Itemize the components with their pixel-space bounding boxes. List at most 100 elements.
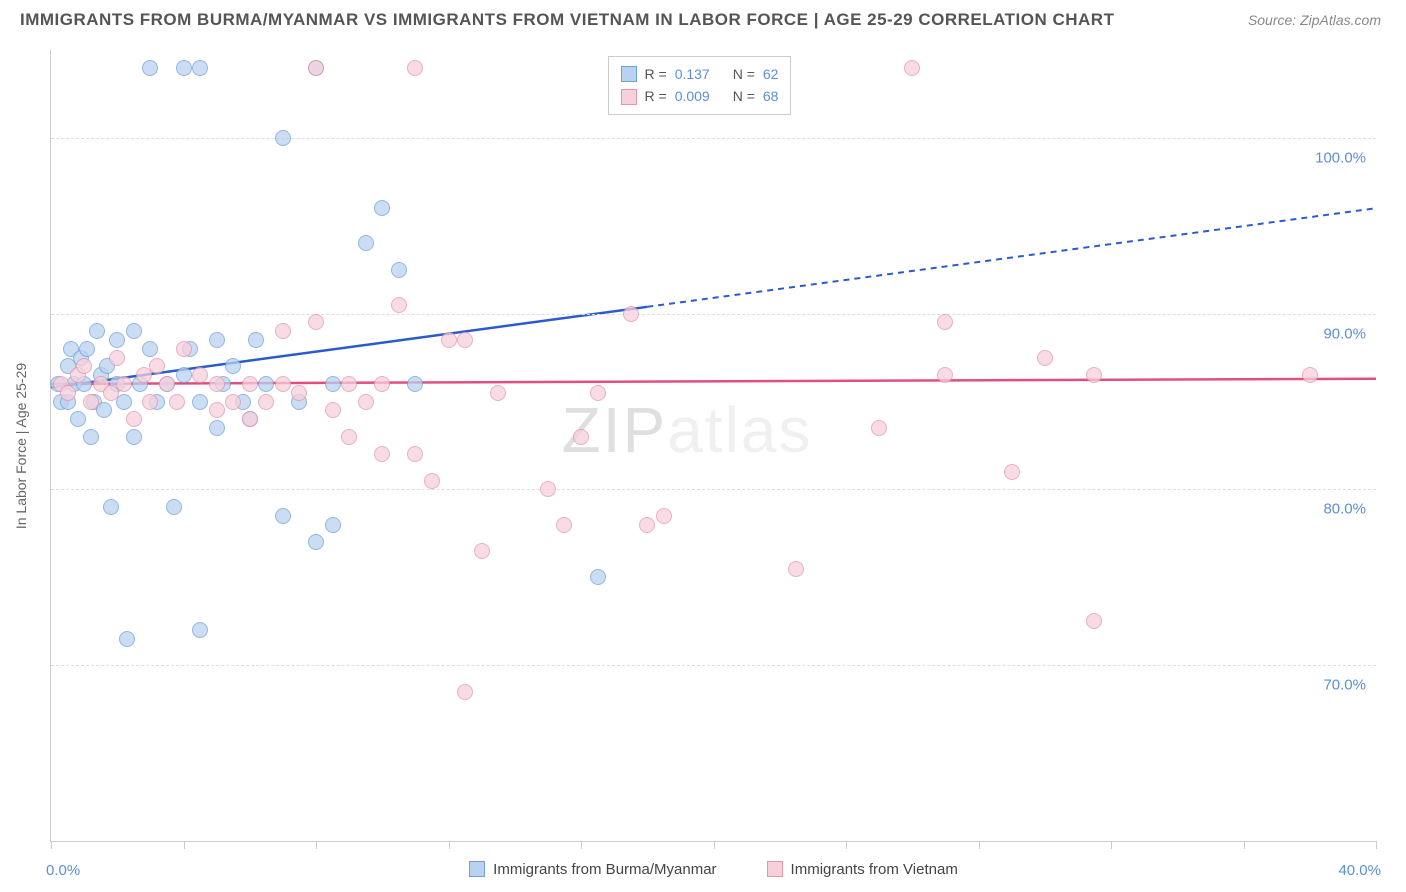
- data-point: [225, 358, 241, 374]
- data-point: [424, 473, 440, 489]
- data-point: [70, 411, 86, 427]
- data-point: [126, 411, 142, 427]
- data-point: [275, 376, 291, 392]
- data-point: [176, 367, 192, 383]
- chart-area: In Labor Force | Age 25-29 ZIPatlas 70.0…: [50, 50, 1376, 842]
- data-point: [275, 130, 291, 146]
- data-point: [149, 358, 165, 374]
- data-point: [590, 569, 606, 585]
- x-tick: [979, 841, 980, 849]
- gridline: [51, 665, 1376, 666]
- data-point: [391, 262, 407, 278]
- data-point: [358, 394, 374, 410]
- data-point: [474, 543, 490, 559]
- legend-r-label: R =: [645, 63, 667, 85]
- legend-n-value: 68: [763, 85, 779, 107]
- data-point: [116, 376, 132, 392]
- data-point: [275, 323, 291, 339]
- data-point: [1037, 350, 1053, 366]
- data-point: [1004, 464, 1020, 480]
- data-point: [639, 517, 655, 533]
- x-tick: [1111, 841, 1112, 849]
- source-label: Source: ZipAtlas.com: [1248, 12, 1381, 28]
- legend-n-label: N =: [733, 85, 755, 107]
- data-point: [89, 323, 105, 339]
- legend-swatch: [621, 66, 637, 82]
- legend-item: Immigrants from Vietnam: [767, 861, 958, 878]
- data-point: [76, 358, 92, 374]
- legend-swatch: [469, 861, 485, 877]
- data-point: [258, 394, 274, 410]
- data-point: [374, 376, 390, 392]
- legend-r-label: R =: [645, 85, 667, 107]
- data-point: [1086, 367, 1102, 383]
- data-point: [209, 332, 225, 348]
- data-point: [325, 376, 341, 392]
- data-point: [457, 684, 473, 700]
- data-point: [374, 200, 390, 216]
- data-point: [374, 446, 390, 462]
- legend-r-value: 0.009: [675, 85, 725, 107]
- data-point: [83, 394, 99, 410]
- data-point: [275, 508, 291, 524]
- legend-swatch: [621, 89, 637, 105]
- y-tick-label: 70.0%: [1323, 677, 1366, 694]
- data-point: [308, 60, 324, 76]
- data-point: [142, 341, 158, 357]
- data-point: [258, 376, 274, 392]
- data-point: [126, 323, 142, 339]
- data-point: [341, 429, 357, 445]
- gridline: [51, 489, 1376, 490]
- data-point: [490, 385, 506, 401]
- x-tick: [51, 841, 52, 849]
- legend-item: Immigrants from Burma/Myanmar: [469, 861, 716, 878]
- data-point: [242, 376, 258, 392]
- data-point: [96, 402, 112, 418]
- data-point: [176, 341, 192, 357]
- data-point: [116, 394, 132, 410]
- data-point: [1302, 367, 1318, 383]
- data-point: [209, 376, 225, 392]
- data-point: [556, 517, 572, 533]
- data-point: [109, 332, 125, 348]
- data-point: [166, 499, 182, 515]
- data-point: [142, 394, 158, 410]
- data-point: [126, 429, 142, 445]
- data-point: [391, 297, 407, 313]
- data-point: [937, 367, 953, 383]
- data-point: [788, 561, 804, 577]
- data-point: [590, 385, 606, 401]
- x-tick: [316, 841, 317, 849]
- data-point: [248, 332, 264, 348]
- trend-lines: [51, 50, 1376, 841]
- legend-series: Immigrants from Burma/Myanmar Immigrants …: [51, 861, 1376, 882]
- y-tick-label: 100.0%: [1315, 149, 1366, 166]
- watermark: ZIPatlas: [562, 393, 813, 467]
- data-point: [209, 420, 225, 436]
- data-point: [1086, 613, 1102, 629]
- y-axis-label: In Labor Force | Age 25-29: [13, 362, 29, 528]
- gridline: [51, 314, 1376, 315]
- data-point: [540, 481, 556, 497]
- data-point: [573, 429, 589, 445]
- data-point: [103, 499, 119, 515]
- data-point: [192, 60, 208, 76]
- y-tick-label: 80.0%: [1323, 501, 1366, 518]
- legend-n-label: N =: [733, 63, 755, 85]
- data-point: [623, 306, 639, 322]
- x-tick: [449, 841, 450, 849]
- data-point: [358, 235, 374, 251]
- x-tick: [1376, 841, 1377, 849]
- data-point: [176, 60, 192, 76]
- data-point: [291, 385, 307, 401]
- x-tick: [846, 841, 847, 849]
- data-point: [341, 376, 357, 392]
- data-point: [83, 429, 99, 445]
- data-point: [192, 622, 208, 638]
- legend-stats-row: R =0.137N =62: [621, 63, 779, 85]
- data-point: [904, 60, 920, 76]
- data-point: [871, 420, 887, 436]
- x-tick: [1244, 841, 1245, 849]
- data-point: [457, 332, 473, 348]
- data-point: [656, 508, 672, 524]
